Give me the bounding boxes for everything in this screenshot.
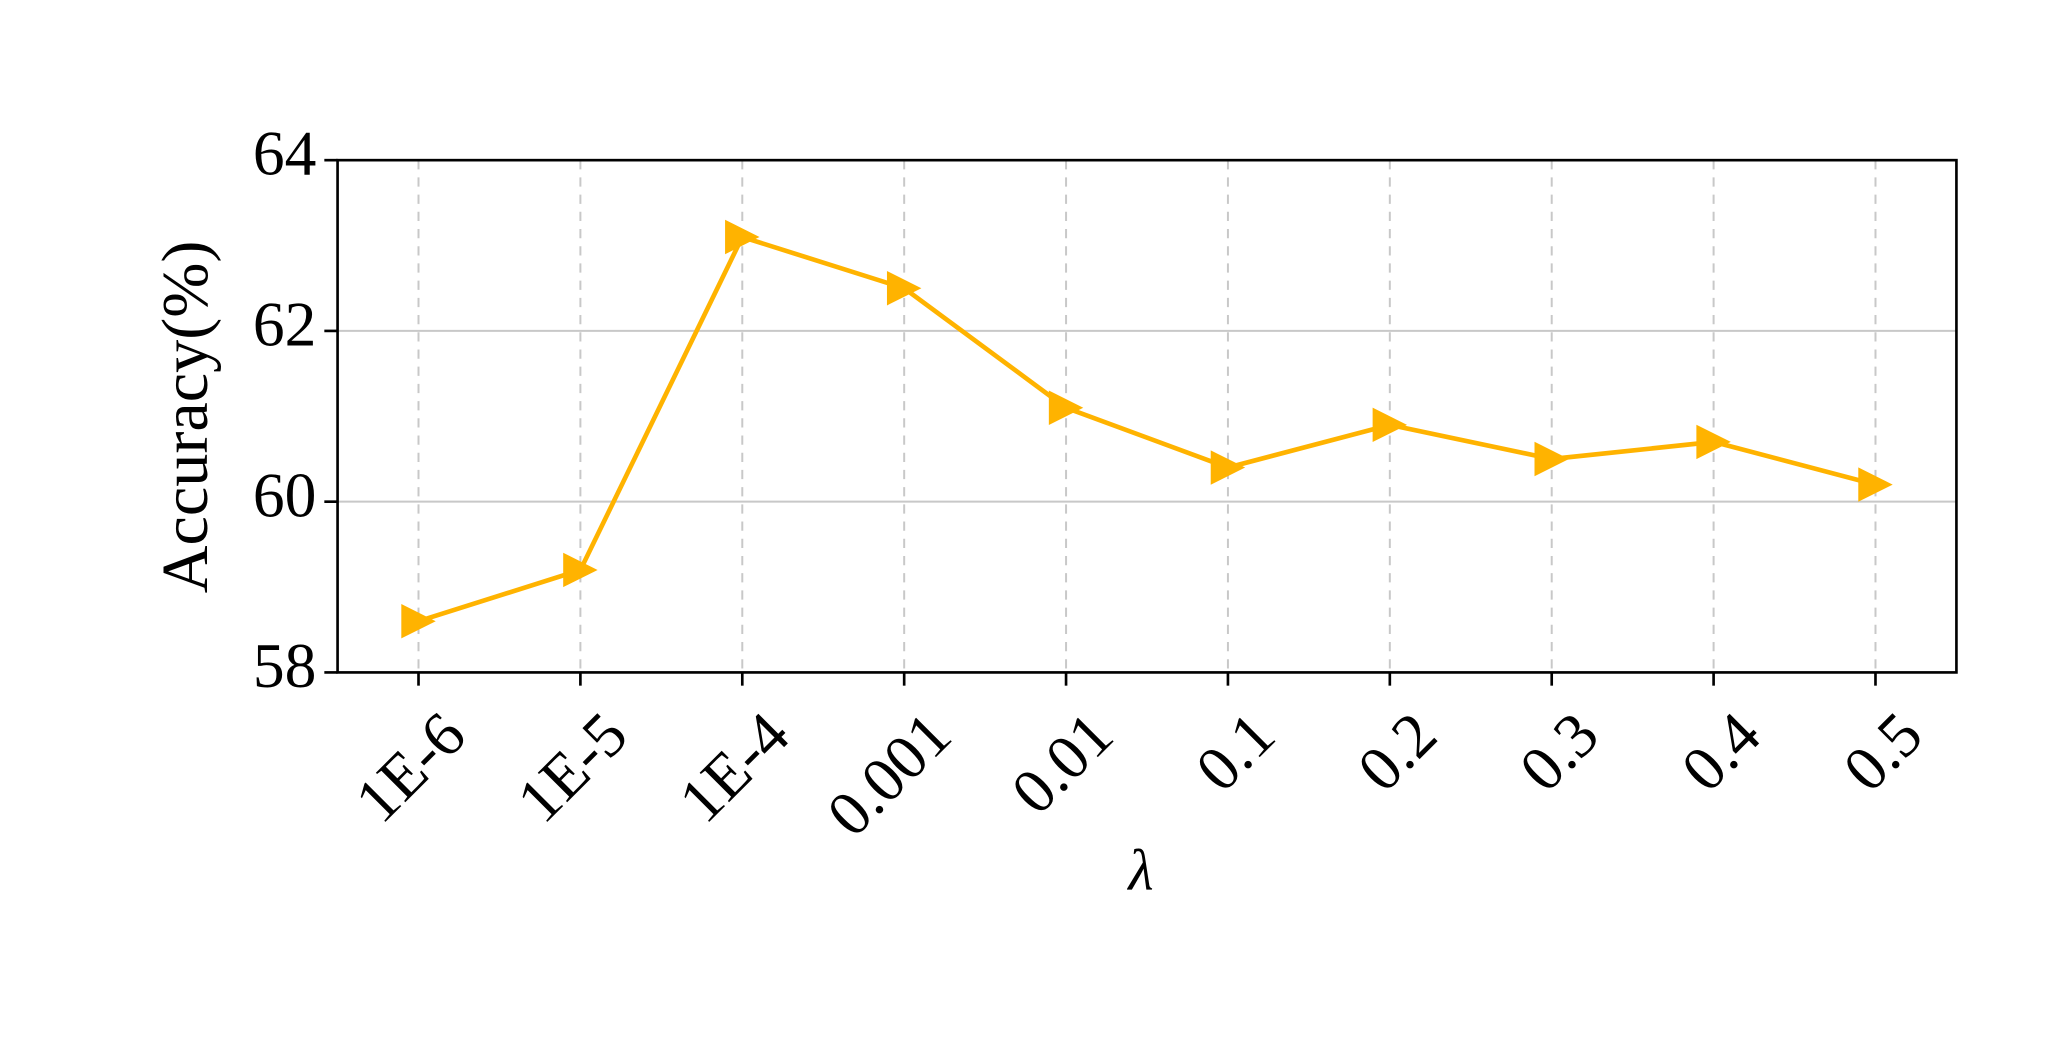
x-tick-label: 1E-4 bbox=[665, 698, 803, 836]
y-tick-label: 60 bbox=[253, 459, 317, 530]
marker bbox=[401, 603, 436, 639]
marker bbox=[725, 219, 760, 255]
y-axis-label: Accuracy(%) bbox=[149, 241, 222, 594]
x-tick-label: 0.4 bbox=[1667, 698, 1773, 804]
x-tick-label: 1E-5 bbox=[503, 698, 641, 836]
plot-frame bbox=[336, 158, 1958, 674]
marker bbox=[1210, 450, 1246, 485]
marker bbox=[1534, 441, 1569, 477]
x-tick-label: 0.01 bbox=[997, 698, 1126, 827]
marker bbox=[1858, 467, 1893, 502]
x-tick-label: 0.1 bbox=[1182, 698, 1288, 804]
marker bbox=[1372, 407, 1408, 443]
marker bbox=[1048, 390, 1084, 425]
x-tick-label: 0.001 bbox=[813, 698, 964, 849]
y-tick-label: 58 bbox=[253, 630, 317, 701]
x-tick-label: 0.3 bbox=[1506, 698, 1612, 804]
marker bbox=[563, 552, 598, 588]
y-tick-label: 64 bbox=[253, 118, 317, 189]
line bbox=[417, 234, 1877, 624]
x-axis-label: λ bbox=[1126, 838, 1153, 903]
x-tick-label: 1E-6 bbox=[341, 698, 479, 836]
x-tick-label: 0.5 bbox=[1829, 698, 1935, 804]
marker bbox=[1696, 424, 1731, 460]
x-tick-label: 0.2 bbox=[1344, 698, 1450, 804]
marker bbox=[886, 271, 922, 306]
y-tick-label: 62 bbox=[253, 288, 317, 359]
